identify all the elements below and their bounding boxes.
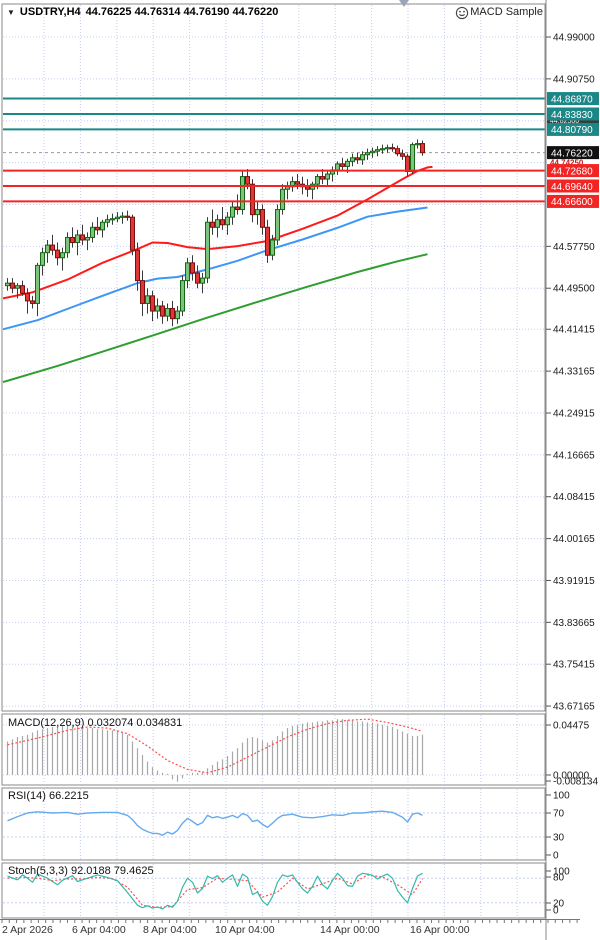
indicator-tick-label: 0.00000	[553, 771, 590, 782]
squeezed-tick-label: 44.74250	[550, 159, 584, 168]
price-tick-label: 44.16665	[553, 450, 595, 461]
expert-name: MACD Sample	[470, 6, 543, 18]
price-tick-label: 43.67165	[553, 702, 595, 713]
price-badge-label: 44.86870	[551, 94, 593, 105]
price-tick-label: 43.75415	[553, 660, 595, 671]
ma-slow-green	[2, 253, 428, 384]
chart-shift-marker-icon[interactable]	[399, 0, 409, 7]
ohlc-values: 44.76225 44.76314 44.76190 44.76220	[85, 6, 279, 18]
price-badge-label: 44.76220	[551, 148, 593, 159]
indicator-tick-label: 80	[553, 873, 565, 884]
indicator-tick-label: -0.008134	[553, 777, 598, 788]
rsi-axis[interactable]: 100 70 30 0	[546, 791, 570, 862]
price-badge-label: 44.66600	[551, 197, 593, 208]
candlestick-series	[5, 139, 425, 327]
price-tick-label: 44.90750	[553, 74, 595, 85]
symbol-dropdown-icon[interactable]: ▼	[7, 7, 15, 17]
time-tick-label: 2 Apr 2026	[2, 924, 53, 936]
expert-advisor-label: MACD Sample	[455, 6, 543, 20]
price-tick-label: 44.99000	[553, 33, 595, 44]
time-tick-label: 14 Apr 00:00	[320, 924, 380, 936]
indicator-tick-label: 0	[553, 906, 559, 917]
indicator-tick-label: 0	[553, 851, 559, 862]
price-badge-label: 44.80790	[551, 125, 593, 136]
price-tick-label: 44.24915	[553, 408, 595, 419]
stoch-d-line	[7, 874, 424, 908]
macd-axis[interactable]: 0.04475 0.00000-0.008134	[546, 721, 598, 788]
price-tick-label: 44.33165	[553, 367, 595, 378]
time-tick-label: 8 Apr 04:00	[143, 924, 197, 936]
grid	[3, 5, 545, 917]
macd-panel	[3, 718, 545, 782]
squeezed-tick-label: 44.82500	[550, 118, 579, 125]
chart-header: ▼ USDTRY,H4 44.76225 44.76314 44.76190 4…	[7, 6, 278, 18]
rsi-line	[7, 810, 423, 836]
price-tick-label: 44.49500	[553, 284, 595, 295]
stoch-indicator-label: Stoch(5,3,3) 92.0188 79.4625	[8, 865, 154, 877]
panel-borders	[1, 0, 547, 940]
rsi-panel	[3, 810, 545, 838]
rsi-indicator-label: RSI(14) 66.2215	[8, 790, 89, 802]
ma-fast-red	[2, 165, 433, 300]
price-level-badges: 44.86870 44.83830 44.80790 44.76220 44.72680…	[547, 92, 599, 208]
price-badge-label: 44.83830	[551, 110, 593, 121]
time-tick-label: 16 Apr 00:00	[410, 924, 470, 936]
macd-signal-line	[7, 718, 423, 774]
smiley-icon[interactable]	[455, 6, 469, 20]
price-tick-label: 44.00165	[553, 534, 595, 545]
price-badge-label: 44.69640	[551, 182, 593, 193]
indicator-tick-label: 100	[553, 791, 570, 802]
stochastic-panel	[3, 872, 545, 910]
time-axis[interactable]: 2 Apr 2026 6 Apr 04:00 8 Apr 04:00 10 Apr 0…	[0, 919, 580, 937]
price-tick-label: 43.91915	[553, 576, 595, 587]
price-tick-label: 44.57750	[553, 242, 595, 253]
indicator-tick-label: 20	[553, 899, 565, 910]
stoch-k-line	[7, 872, 423, 910]
time-tick-label: 6 Apr 04:00	[72, 924, 126, 936]
indicator-tick-label: 70	[553, 809, 565, 820]
symbol-period-label: USDTRY,H4	[19, 6, 81, 18]
price-tick-label: 43.83665	[553, 618, 595, 629]
macd-indicator-label: MACD(12,26,9) 0.032074 0.034831	[8, 717, 183, 729]
price-badge-label: 44.72680	[551, 166, 593, 177]
time-tick-label: 10 Apr 04:00	[215, 924, 275, 936]
price-tick-label: 44.41415	[553, 325, 595, 336]
indicator-tick-label: 100	[553, 867, 570, 878]
indicator-tick-label: 30	[553, 833, 565, 844]
price-tick-label: 44.08415	[553, 492, 595, 503]
indicator-tick-label: 0.04475	[553, 721, 590, 732]
moving-averages	[2, 165, 433, 384]
support-resistance-lines[interactable]	[3, 97, 545, 203]
